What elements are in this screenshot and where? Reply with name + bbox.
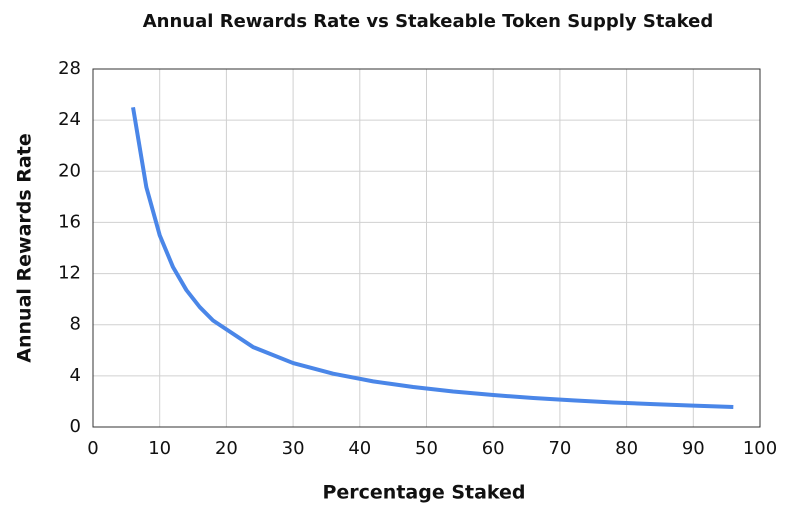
- chart-title: Annual Rewards Rate vs Stakeable Token S…: [143, 11, 713, 32]
- x-tick-label: 70: [548, 438, 571, 459]
- y-tick-label: 8: [70, 314, 81, 335]
- x-tick-label: 0: [87, 438, 98, 459]
- x-tick-label: 100: [743, 438, 777, 459]
- y-tick-label: 4: [70, 365, 81, 386]
- x-tick-label: 10: [148, 438, 171, 459]
- x-tick-label: 50: [415, 438, 438, 459]
- x-tick-label: 60: [482, 438, 505, 459]
- x-tick-label: 30: [282, 438, 305, 459]
- x-tick-label: 90: [682, 438, 705, 459]
- x-tick-label: 80: [615, 438, 638, 459]
- y-axis-title: Annual Rewards Rate: [14, 133, 36, 362]
- y-tick-label: 28: [58, 58, 81, 79]
- x-tick-label: 20: [215, 438, 238, 459]
- y-tick-label: 16: [58, 211, 81, 232]
- y-tick-label: 20: [58, 160, 81, 181]
- y-tick-label: 24: [58, 109, 81, 130]
- x-axis-title: Percentage Staked: [322, 482, 525, 504]
- plot-frame: [92, 68, 761, 428]
- y-tick-label: 0: [70, 416, 81, 437]
- data-line: [131, 107, 734, 410]
- y-tick-label: 12: [58, 263, 81, 284]
- x-tick-label: 40: [348, 438, 371, 459]
